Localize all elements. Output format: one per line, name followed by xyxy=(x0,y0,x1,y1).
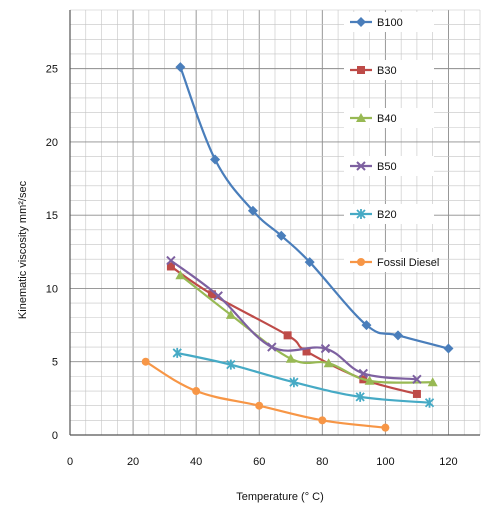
y-tick-label: 0 xyxy=(52,430,58,442)
data-point-fossil-diesel xyxy=(192,387,201,396)
legend-label-b50: B50 xyxy=(377,161,397,173)
legend-bg xyxy=(344,108,434,128)
data-point-b40 xyxy=(323,358,334,368)
legend-label-b100: B100 xyxy=(377,17,403,29)
data-point-b100 xyxy=(361,320,372,331)
data-point-fossil-diesel xyxy=(141,357,150,366)
data-point-b100 xyxy=(210,154,221,165)
data-point-b100 xyxy=(175,62,186,73)
x-axis-title: Temperature (° C) xyxy=(236,491,324,503)
data-point-b20 xyxy=(289,377,299,388)
legend-item-b50: B50 xyxy=(344,156,434,176)
y-axis-title: Kinematic viscosity mm²/sec xyxy=(17,180,29,319)
series-line-b30 xyxy=(170,265,418,396)
data-point-b40 xyxy=(427,377,438,387)
legend-marker-fossil-diesel xyxy=(357,258,365,266)
y-tick-label: 10 xyxy=(46,283,58,295)
data-point-b40 xyxy=(225,309,236,319)
data-point-fossil-diesel xyxy=(318,416,327,425)
data-point-b100 xyxy=(276,230,287,241)
data-point-b30 xyxy=(166,262,175,271)
x-tick-label: 20 xyxy=(127,456,139,468)
legend-item-b30: B30 xyxy=(344,60,434,80)
legend-bg xyxy=(344,12,434,32)
data-point-b100 xyxy=(393,330,403,341)
legend-marker-b20 xyxy=(356,209,366,219)
data-point-b20 xyxy=(226,359,236,370)
legend-label-b30: B30 xyxy=(377,65,397,77)
x-tick-label: 60 xyxy=(253,456,265,468)
legend-label-fossil-diesel: Fossil Diesel xyxy=(377,257,439,269)
legend-item-b40: B40 xyxy=(344,108,434,128)
data-point-b30 xyxy=(207,290,216,299)
series-layer xyxy=(141,62,454,432)
data-point-b100 xyxy=(304,257,315,268)
data-point-fossil-diesel xyxy=(255,401,264,410)
legend-label-b40: B40 xyxy=(377,113,397,125)
series-b20 xyxy=(172,347,435,408)
data-point-b20 xyxy=(172,347,182,358)
legend-label-b20: B20 xyxy=(377,209,397,221)
y-tick-label: 5 xyxy=(52,357,58,369)
series-fossil-diesel xyxy=(141,357,390,432)
legend-marker-b100 xyxy=(356,17,366,27)
legend-marker-b30 xyxy=(357,66,365,74)
data-point-b30 xyxy=(412,389,421,398)
data-point-b40 xyxy=(285,353,296,363)
legend-bg xyxy=(344,156,434,176)
data-point-b30 xyxy=(302,347,311,356)
series-b50 xyxy=(166,255,422,385)
x-tick-label: 100 xyxy=(376,456,394,468)
x-tick-label: 80 xyxy=(316,456,328,468)
legend-bg xyxy=(344,204,434,224)
y-tick-label: 25 xyxy=(46,64,58,76)
legend-item-b100: B100 xyxy=(344,12,434,32)
data-point-b20 xyxy=(355,391,365,402)
legend-marker-b40 xyxy=(356,113,366,122)
data-point-b30 xyxy=(283,331,292,340)
data-point-b20 xyxy=(424,397,435,408)
x-tick-label: 120 xyxy=(439,456,457,468)
x-tick-label: 40 xyxy=(190,456,202,468)
legend: B100 B30 B40 B50 B20 Fossil Diesel xyxy=(344,12,439,272)
legend-item-b20: B20 xyxy=(344,204,434,224)
data-point-b40 xyxy=(175,270,186,280)
data-point-b50 xyxy=(320,343,331,354)
y-tick-label: 20 xyxy=(46,137,58,149)
data-point-b50 xyxy=(412,374,422,385)
x-tick-labels: 0 20 40 60 80 100 120 xyxy=(67,456,458,468)
data-point-b50 xyxy=(267,342,277,352)
data-point-b100 xyxy=(247,205,258,216)
data-point-b50 xyxy=(213,291,223,301)
series-b100 xyxy=(175,62,454,354)
data-point-b40 xyxy=(364,375,375,385)
axes xyxy=(69,10,480,436)
series-b40 xyxy=(175,270,438,387)
data-point-b50 xyxy=(166,255,176,266)
y-tick-label: 15 xyxy=(46,210,58,222)
data-point-b100 xyxy=(443,343,454,354)
data-point-fossil-diesel xyxy=(381,423,390,432)
legend-bg xyxy=(344,252,434,272)
legend-marker-b50 xyxy=(356,161,366,171)
data-point-b50 xyxy=(358,368,369,379)
x-tick-label: 0 xyxy=(67,456,73,468)
legend-bg xyxy=(344,60,434,80)
y-tick-labels: 0 5 10 15 20 25 xyxy=(46,64,58,442)
legend-item-fossil-diesel: Fossil Diesel xyxy=(344,252,439,272)
